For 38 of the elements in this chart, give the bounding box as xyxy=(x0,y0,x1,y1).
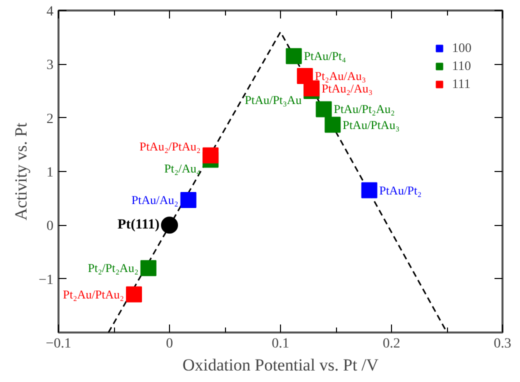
legend-label: 111 xyxy=(452,76,472,92)
point xyxy=(126,286,142,302)
x-tick-label: 0 xyxy=(166,336,173,352)
data-label: Pt₂Au/Au₃ xyxy=(314,68,366,83)
data-label: Pt₂Au/PtAu₂ xyxy=(62,287,124,302)
y-tick-label: 4 xyxy=(46,4,54,20)
x-axis-title: Oxidation Potential vs. Pt /V xyxy=(182,356,380,374)
data-label: PtAu₂/PtAu₂ xyxy=(140,139,201,154)
point xyxy=(140,260,156,276)
data-label: PtAu/Pt₂ xyxy=(379,183,422,198)
y-tick-label: 0 xyxy=(46,219,54,234)
x-tick-label: 0.2 xyxy=(382,336,400,352)
data-label: PtAu/Pt₂Au₂ xyxy=(334,102,395,116)
x-tick-label: −0.1 xyxy=(46,336,72,352)
point xyxy=(324,116,341,133)
y-tick-label: 3 xyxy=(46,58,54,74)
data-label: Pt₂/Pt₂Au₂ xyxy=(88,261,138,276)
legend-label: 110 xyxy=(452,58,472,74)
data-label: PtAu/Au₂ xyxy=(132,192,178,207)
data-label: PtAu/Pt₄ xyxy=(304,49,346,64)
point xyxy=(202,147,219,164)
data-label: PtAu/PtAu₃ xyxy=(342,118,400,132)
y-tick-label: 2 xyxy=(46,112,54,127)
x-tick-label: 0.3 xyxy=(494,336,512,352)
data-label: PtAu/Pt₃Au xyxy=(244,93,302,107)
point xyxy=(286,48,302,64)
data-label: Pt(111) xyxy=(118,218,160,233)
legend-label: 100 xyxy=(452,40,472,56)
point xyxy=(316,101,332,118)
point xyxy=(161,216,178,234)
x-tick-label: 0.1 xyxy=(272,336,290,352)
y-tick-label: 1 xyxy=(46,166,54,180)
data-label: Pt₂/Au₄ xyxy=(164,162,201,176)
y-tick-label: −1 xyxy=(38,272,54,288)
data-label: PtAu₂/Au₃ xyxy=(322,81,373,96)
y-axis-title: Activity vs. Pt xyxy=(12,122,31,220)
point xyxy=(361,182,378,198)
point xyxy=(180,192,196,208)
